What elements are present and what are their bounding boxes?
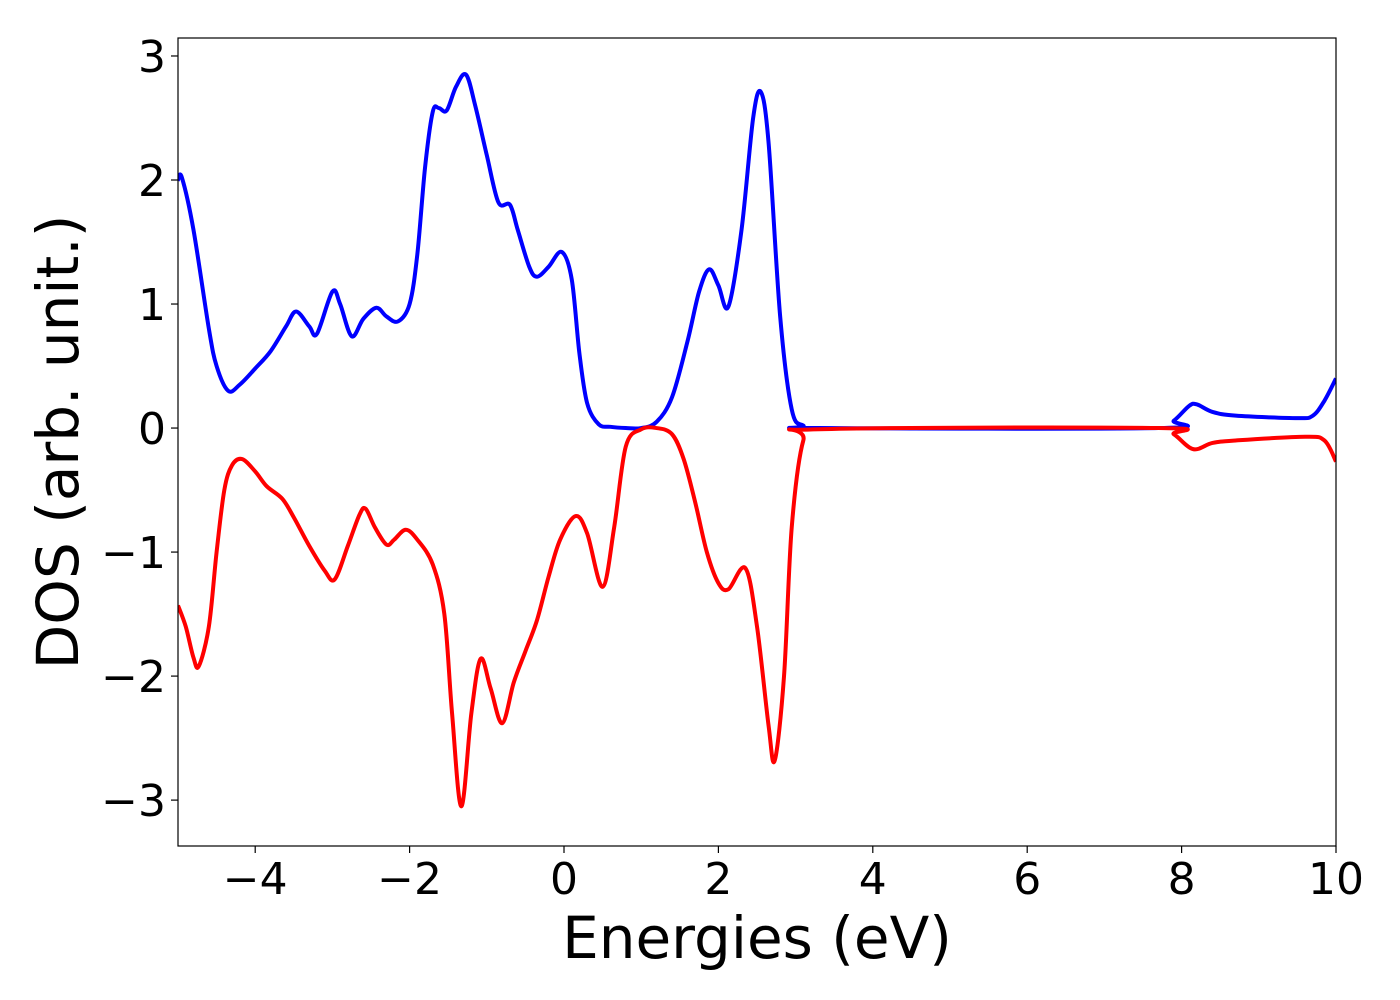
- x-tick-label: 2: [704, 854, 732, 905]
- x-tick-label: −4: [223, 854, 288, 905]
- plot-frame: [177, 37, 1337, 847]
- y-axis-label: DOS (arb. unit.): [24, 215, 92, 670]
- x-axis-label: Energies (eV): [562, 904, 952, 972]
- x-tick-label: 0: [550, 854, 578, 905]
- x-tick-label: −2: [377, 854, 442, 905]
- y-tick-label: −3: [101, 776, 166, 827]
- x-tick-label: 10: [1308, 854, 1364, 905]
- x-tick-label: 6: [1013, 854, 1041, 905]
- dos-line: [178, 425, 1336, 809]
- y-tick-label: 2: [138, 156, 166, 207]
- x-tick-label: 4: [859, 854, 887, 905]
- y-tick-label: 3: [138, 32, 166, 83]
- y-tick-label: −1: [101, 528, 166, 579]
- y-tick-label: 1: [138, 280, 166, 331]
- y-tick-label: 0: [138, 404, 166, 455]
- x-tick-label: 8: [1168, 854, 1196, 905]
- plot-background: [178, 38, 1336, 846]
- y-tick-label: −2: [101, 652, 166, 703]
